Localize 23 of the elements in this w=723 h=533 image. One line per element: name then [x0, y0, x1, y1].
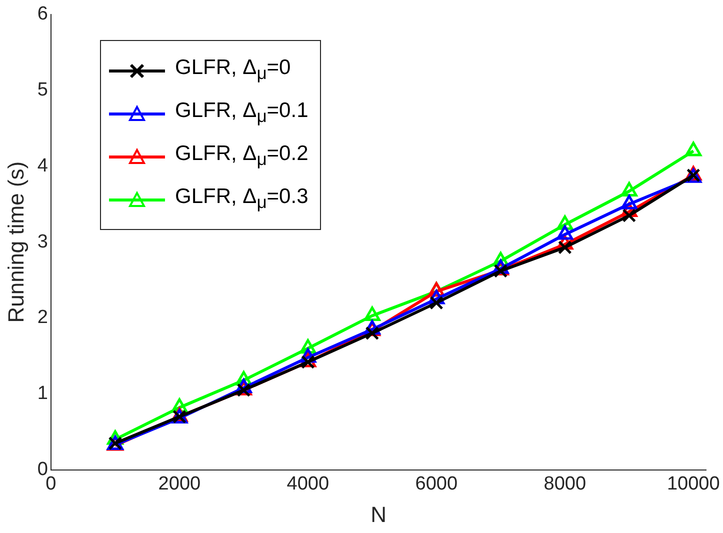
- legend-label: GLFR, Δ$_{μ}$=0.1: [175, 99, 308, 128]
- legend-label: GLFR, Δ$_{μ}$=0.2: [175, 142, 308, 171]
- x-tick-label: 2000: [158, 473, 201, 494]
- point: [620, 194, 638, 210]
- point: [364, 306, 380, 321]
- y-tick-label: 3: [37, 231, 48, 252]
- x-axis-title: N: [370, 502, 387, 527]
- x-tick-label: 10000: [666, 473, 720, 494]
- y-tick-label: 1: [37, 383, 48, 404]
- point: [556, 225, 574, 240]
- y-tick-label: 5: [37, 80, 48, 101]
- y-tick-label: 2: [37, 307, 48, 328]
- x-tick-label: 8000: [544, 473, 586, 494]
- point: [620, 182, 638, 196]
- y-axis-title: Running time (s): [3, 161, 28, 323]
- legend-label: GLFR, Δ$_{μ}$=0: [175, 56, 291, 85]
- y-tick-label: 4: [37, 155, 48, 176]
- legend-label: GLFR, Δ$_{μ}$=0.3: [175, 185, 308, 214]
- y-tick-label: 0: [37, 459, 48, 480]
- point: [685, 142, 702, 156]
- x-tick-label: 4000: [286, 473, 330, 494]
- x-tick-label: 6000: [415, 473, 458, 494]
- y-tick-label: 6: [37, 4, 48, 25]
